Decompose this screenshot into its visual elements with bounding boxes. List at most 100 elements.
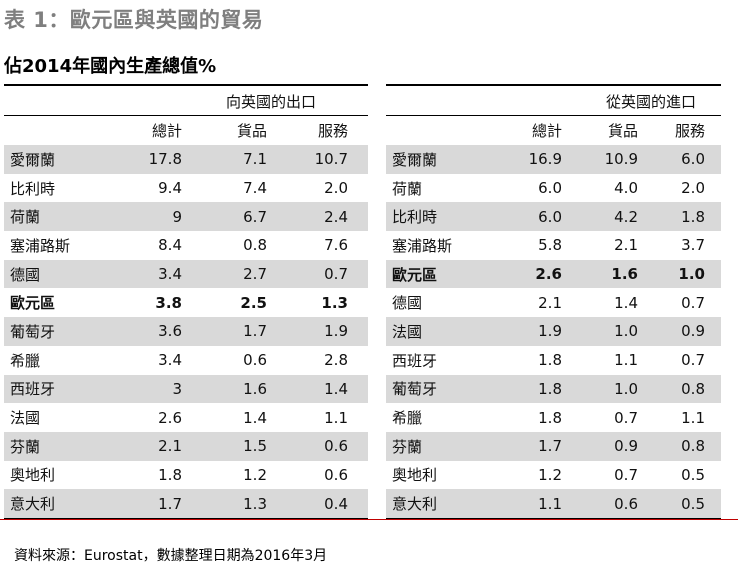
country-cell: 歐元區	[392, 265, 438, 284]
column-header-goods: 貨品	[607, 122, 638, 140]
country-cell: 德國	[392, 294, 423, 313]
goods-cell: 1.7	[243, 322, 267, 341]
country-cell: 荷蘭	[392, 179, 423, 198]
country-cell: 希臘	[392, 409, 423, 428]
column-header-goods: 貨品	[236, 122, 267, 140]
services-cell: 10.7	[314, 150, 348, 169]
goods-cell: 1.0	[614, 379, 638, 398]
column-header-row: 總計 貨品 服務	[4, 116, 368, 145]
column-header-total: 總計	[531, 122, 562, 140]
total-cell: 6.0	[538, 179, 562, 198]
country-cell: 西班牙	[392, 351, 438, 370]
services-cell: 6.0	[681, 150, 705, 169]
services-cell: 2.8	[324, 351, 348, 370]
goods-cell: 1.5	[243, 437, 267, 456]
imports-table-body: 愛爾蘭 16.9 10.9 6.0 荷蘭 6.0 4.0 2.0 比利時 6.0 4.2 1.8 塞浦路…	[386, 145, 721, 518]
total-cell: 17.8	[148, 150, 182, 169]
total-cell: 1.8	[538, 408, 562, 427]
exports-table: 向英國的出口 總計 貨品 服務 愛爾蘭 17.8 7.1 10.7 比利時 9.4 7.4 2…	[4, 84, 368, 519]
services-cell: 0.7	[324, 265, 348, 284]
services-cell: 0.4	[324, 494, 348, 513]
total-cell: 1.8	[538, 379, 562, 398]
country-cell: 愛爾蘭	[10, 150, 56, 169]
services-cell: 1.1	[324, 408, 348, 427]
table-row: 意大利 1.1 0.6 0.5	[386, 489, 721, 518]
total-cell: 2.6	[158, 408, 182, 427]
exports-table-body: 愛爾蘭 17.8 7.1 10.7 比利時 9.4 7.4 2.0 荷蘭 9 6.7 2.4 塞浦路斯 8…	[4, 145, 368, 518]
table-subtitle: 佔2014年國內生產總值%	[4, 56, 217, 77]
services-cell: 1.9	[324, 322, 348, 341]
country-cell: 芬蘭	[392, 437, 423, 456]
services-cell: 2.0	[324, 179, 348, 198]
table-row: 塞浦路斯 5.8 2.1 3.7	[386, 231, 721, 260]
total-cell: 2.6	[535, 265, 562, 284]
table-row: 西班牙 1.8 1.1 0.7	[386, 346, 721, 375]
country-cell: 芬蘭	[10, 437, 41, 456]
country-cell: 法國	[392, 322, 423, 341]
goods-cell: 6.7	[243, 207, 267, 226]
services-cell: 2.0	[681, 179, 705, 198]
total-cell: 16.9	[528, 150, 562, 169]
total-cell: 3.8	[155, 293, 182, 312]
table-row: 比利時 9.4 7.4 2.0	[4, 174, 368, 203]
goods-cell: 1.6	[243, 379, 267, 398]
table-row: 意大利 1.7 1.3 0.4	[4, 489, 368, 518]
goods-cell: 2.7	[243, 265, 267, 284]
table-row: 芬蘭 1.7 0.9 0.8	[386, 431, 721, 461]
country-cell: 愛爾蘭	[392, 150, 438, 169]
table-row: 奧地利 1.8 1.2 0.6	[4, 461, 368, 490]
table-row: 葡萄牙 1.8 1.0 0.8	[386, 374, 721, 404]
country-cell: 比利時	[392, 208, 438, 227]
goods-cell: 1.6	[611, 265, 638, 284]
goods-cell: 0.7	[614, 465, 638, 484]
goods-cell: 0.7	[614, 408, 638, 427]
total-cell: 1.2	[538, 465, 562, 484]
country-cell: 葡萄牙	[10, 322, 56, 341]
goods-cell: 1.4	[614, 293, 638, 312]
table-row: 歐元區 2.6 1.6 1.0	[386, 259, 721, 289]
table-row: 法國 2.6 1.4 1.1	[4, 403, 368, 432]
column-header-total: 總計	[151, 122, 182, 140]
total-cell: 1.7	[538, 437, 562, 456]
table-row: 歐元區 3.8 2.5 1.3	[4, 288, 368, 317]
column-header-services: 服務	[674, 122, 705, 140]
services-cell: 1.1	[681, 408, 705, 427]
header-divider	[386, 115, 721, 116]
table-row: 法國 1.9 1.0 0.9	[386, 317, 721, 346]
exports-group-header-row: 向英國的出口	[4, 86, 368, 115]
services-cell: 0.5	[681, 494, 705, 513]
goods-cell: 0.8	[243, 236, 267, 255]
source-note: 資料來源：Eurostat，數據整理日期為2016年3月	[14, 548, 328, 564]
table-row: 比利時 6.0 4.2 1.8	[386, 202, 721, 232]
table-row: 芬蘭 2.1 1.5 0.6	[4, 431, 368, 461]
total-cell: 6.0	[538, 207, 562, 226]
country-cell: 葡萄牙	[392, 380, 438, 399]
total-cell: 9.4	[158, 179, 182, 198]
services-cell: 0.9	[681, 322, 705, 341]
country-cell: 荷蘭	[10, 208, 41, 227]
services-cell: 1.8	[681, 207, 705, 226]
services-cell: 7.6	[324, 236, 348, 255]
table-row: 奧地利 1.2 0.7 0.5	[386, 461, 721, 490]
goods-cell: 7.1	[243, 150, 267, 169]
country-cell: 比利時	[10, 179, 56, 198]
total-cell: 1.9	[538, 322, 562, 341]
goods-cell: 4.0	[614, 179, 638, 198]
total-cell: 2.1	[538, 293, 562, 312]
goods-cell: 7.4	[243, 179, 267, 198]
services-cell: 0.6	[324, 465, 348, 484]
table-row: 德國 3.4 2.7 0.7	[4, 259, 368, 289]
services-cell: 2.4	[324, 207, 348, 226]
imports-group-header: 從英國的進口	[606, 93, 697, 111]
table-row: 塞浦路斯 8.4 0.8 7.6	[4, 231, 368, 260]
country-cell: 奧地利	[10, 466, 56, 485]
services-cell: 3.7	[681, 236, 705, 255]
country-cell: 塞浦路斯	[10, 236, 71, 255]
services-cell: 0.7	[681, 351, 705, 370]
total-cell: 1.8	[538, 351, 562, 370]
table-row: 荷蘭 9 6.7 2.4	[4, 202, 368, 232]
services-cell: 1.4	[324, 379, 348, 398]
goods-cell: 1.0	[614, 322, 638, 341]
page-title: 表 1：歐元區與英國的貿易	[4, 8, 264, 32]
goods-cell: 1.1	[614, 351, 638, 370]
